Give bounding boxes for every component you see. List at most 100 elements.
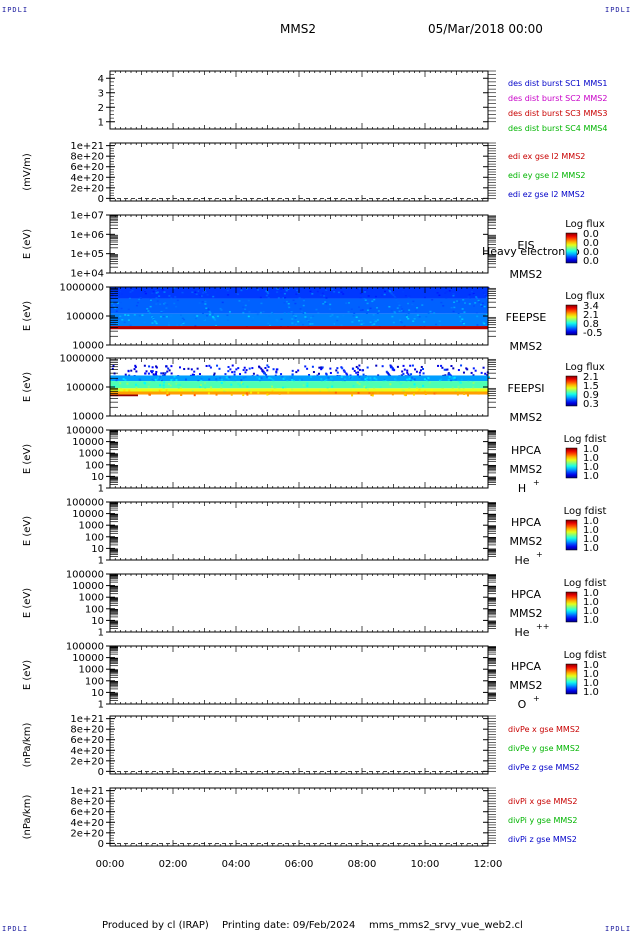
spectrogram-pixel bbox=[266, 291, 269, 293]
y-tick-label: 2e+20 bbox=[70, 183, 104, 194]
spectrogram-pixel bbox=[323, 295, 326, 297]
spectrogram-pixel bbox=[263, 372, 266, 375]
spectrogram-pixel bbox=[299, 308, 302, 310]
spectrogram-pixel bbox=[433, 392, 436, 395]
spectrogram-pixel bbox=[179, 384, 182, 387]
spectrogram-pixel bbox=[183, 318, 186, 321]
y-tick-label: 100000 bbox=[66, 498, 104, 509]
spectrogram-pixel bbox=[376, 307, 379, 309]
spectrogram-pixel bbox=[373, 323, 376, 325]
y-tick-label: 1 bbox=[98, 117, 104, 128]
spectrogram-pixel bbox=[398, 303, 401, 306]
panel-frame-hpca-h- bbox=[109, 429, 489, 489]
spectrogram-pixel bbox=[421, 304, 424, 306]
spectrogram-pixel bbox=[176, 308, 179, 311]
spectrogram-pixel bbox=[472, 386, 475, 389]
spectrogram-pixel bbox=[257, 289, 260, 291]
spectrogram-pixel bbox=[290, 376, 293, 379]
spectrogram-pixel bbox=[260, 302, 263, 305]
y-tick-label: 10000 bbox=[72, 341, 104, 352]
spectrogram-pixel bbox=[178, 324, 181, 326]
y-axis-title: E (eV) bbox=[22, 588, 33, 618]
spectrogram-pixel bbox=[215, 325, 218, 327]
spectrogram-pixel bbox=[393, 296, 396, 298]
spectrogram-pixel bbox=[365, 312, 368, 315]
spectrogram-pixel bbox=[306, 390, 309, 393]
spectrogram-pixel bbox=[369, 307, 372, 310]
spectrogram-pixel bbox=[392, 294, 395, 296]
spectrogram-pixel bbox=[401, 309, 404, 312]
corner-label-bottom-right: IPDLI bbox=[605, 925, 630, 933]
y-tick-label: 6e+20 bbox=[70, 162, 104, 173]
spectrogram-pixel bbox=[484, 325, 487, 327]
spectrogram-pixel bbox=[144, 382, 147, 385]
spectrogram-pixel bbox=[183, 368, 186, 371]
y-tick-label: 1e+21 bbox=[70, 714, 104, 725]
spectrogram-pixel bbox=[463, 311, 466, 313]
spectrogram-pixel bbox=[425, 315, 428, 318]
spectrogram-pixel bbox=[195, 293, 198, 296]
colorbar-tick-label: 1.0 bbox=[583, 444, 599, 455]
spectrogram-pixel bbox=[318, 366, 321, 369]
spectrogram-pixel bbox=[272, 368, 275, 371]
colorbar-title: Log flux bbox=[565, 362, 605, 373]
spectrogram-pixel bbox=[129, 291, 132, 293]
spectrogram-pixel bbox=[246, 393, 249, 396]
spectrogram-pixel bbox=[418, 388, 421, 391]
spectrogram-pixel bbox=[152, 290, 155, 293]
spectrogram-pixel bbox=[184, 378, 187, 381]
spectrogram-pixel bbox=[173, 287, 176, 289]
spectrogram-pixel bbox=[204, 300, 207, 303]
spectrogram-pixel bbox=[291, 322, 294, 325]
spectrogram-pixel bbox=[213, 372, 216, 375]
y-tick-label: 1e+05 bbox=[70, 249, 104, 260]
spectrogram-pixel bbox=[160, 310, 163, 313]
spectrogram-pixel bbox=[355, 365, 358, 368]
spectrogram-pixel bbox=[190, 368, 193, 371]
spectrogram-pixel bbox=[456, 393, 459, 396]
spectrogram-pixel bbox=[290, 389, 293, 392]
spectrogram-pixel bbox=[113, 385, 116, 388]
legend-entry: divPi y gse MMS2 bbox=[508, 816, 577, 825]
y-tick-label: 1e+07 bbox=[70, 211, 104, 222]
y-tick-label: 3 bbox=[98, 88, 104, 99]
spectrogram-pixel bbox=[280, 292, 283, 294]
spectrogram-pixel bbox=[362, 373, 365, 376]
legend-entry: divPe z gse MMS2 bbox=[508, 763, 579, 772]
spectrogram-pixel bbox=[312, 371, 315, 374]
spectrogram-pixel bbox=[309, 375, 312, 378]
spectrogram-pixel bbox=[155, 297, 158, 299]
spectrogram-pixel bbox=[283, 376, 286, 379]
spectrogram-pixel bbox=[360, 319, 363, 322]
spectrogram-pixel bbox=[200, 295, 203, 297]
colorbar-tick-label: 1.0 bbox=[583, 534, 599, 545]
spectrogram-pixel bbox=[166, 370, 169, 373]
colorbar-tick-label: 0.8 bbox=[583, 319, 599, 330]
spectrogram-pixel bbox=[240, 379, 243, 382]
spectrogram-pixel bbox=[275, 319, 278, 321]
spectrogram-pixel bbox=[434, 391, 437, 394]
spectrogram-pixel bbox=[170, 372, 173, 375]
spectrogram-pixel bbox=[302, 323, 305, 326]
spectrogram-pixel bbox=[170, 297, 173, 300]
corner-label-top-left: IPDLI bbox=[2, 6, 29, 14]
y-axis-title: E (eV) bbox=[22, 516, 33, 546]
spectrogram-pixel bbox=[317, 372, 320, 375]
spectrogram-pixel bbox=[300, 321, 303, 323]
spectrogram-pixel bbox=[199, 386, 202, 389]
y-tick-label: 10 bbox=[91, 616, 104, 627]
spectrogram-pixel bbox=[284, 386, 287, 389]
spectrogram-pixel bbox=[206, 294, 209, 296]
spectrogram-pixel bbox=[158, 389, 161, 392]
spectrogram-pixel bbox=[371, 300, 374, 303]
spectrogram-pixel bbox=[351, 321, 354, 323]
spectrogram-pixel bbox=[154, 321, 157, 324]
spectrogram-pixel bbox=[160, 379, 163, 382]
spectrogram-pixel bbox=[194, 324, 197, 327]
colorbar-title: Log fdist bbox=[564, 434, 607, 445]
y-tick-label: 100000 bbox=[66, 642, 104, 653]
instrument-label: HPCA bbox=[511, 588, 542, 601]
spectrogram-pixel bbox=[120, 307, 123, 310]
spectrogram-pixel bbox=[343, 370, 346, 373]
spectrogram-pixel bbox=[117, 389, 120, 392]
